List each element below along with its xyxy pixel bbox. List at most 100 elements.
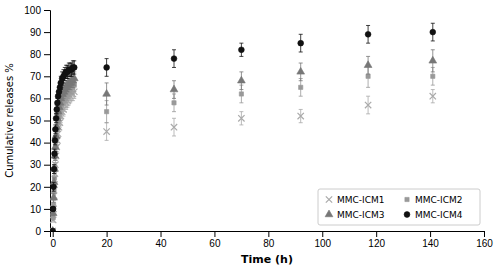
point <box>53 115 59 121</box>
tick-label: 50 <box>30 115 42 126</box>
point <box>103 128 109 134</box>
tick-mark <box>44 231 50 232</box>
x-axis: 020406080100120140160 <box>50 231 493 249</box>
error-bar <box>55 98 59 107</box>
tick: 40 <box>155 231 167 249</box>
tick: 80 <box>263 231 275 249</box>
tick-mark <box>44 10 50 11</box>
point <box>299 85 303 89</box>
point <box>103 90 111 97</box>
tick-label: 100 <box>314 238 331 249</box>
point <box>239 92 243 96</box>
tick-mark <box>53 231 54 237</box>
chart: 0204060801001201401600102030405060708090… <box>0 0 500 269</box>
legend-marker <box>326 196 332 202</box>
legend-item: MMC-ICM1 <box>326 195 385 205</box>
point <box>238 115 244 121</box>
point <box>52 151 58 157</box>
tick: 120 <box>368 231 385 249</box>
series <box>50 50 437 231</box>
point <box>298 113 304 119</box>
error-bar <box>172 50 176 68</box>
point <box>51 151 59 158</box>
tick: 10 <box>30 204 50 215</box>
tick: 20 <box>102 231 114 249</box>
tick-mark <box>376 231 377 237</box>
point <box>54 107 60 113</box>
tick-mark <box>161 231 162 237</box>
error-bar <box>52 182 56 191</box>
point <box>429 56 437 63</box>
legend-marker <box>405 197 409 201</box>
tick: 80 <box>30 49 50 60</box>
error-bar <box>53 125 57 134</box>
point <box>172 101 176 105</box>
tick: 140 <box>422 231 439 249</box>
legend-marker <box>325 210 333 217</box>
tick-label: 60 <box>30 93 42 104</box>
tick-mark <box>44 98 50 99</box>
error-bar <box>366 25 370 43</box>
tick: 0 <box>50 231 56 249</box>
error-bar <box>299 79 303 97</box>
tick-label: 10 <box>30 204 42 215</box>
legend-label: MMC-ICM4 <box>415 210 463 220</box>
tick-label: 40 <box>30 137 42 148</box>
tick-label: 80 <box>30 49 42 60</box>
point <box>431 74 435 78</box>
x-axis-title: Time (h) <box>241 253 293 266</box>
legend-item: MMC-ICM4 <box>404 210 463 220</box>
tick-mark <box>44 32 50 33</box>
tick-mark <box>268 231 269 237</box>
error-bar <box>299 34 303 52</box>
tick-label: 20 <box>30 182 42 193</box>
point <box>50 178 58 185</box>
y-axis-title: Cumulative releases % <box>4 63 15 178</box>
point <box>50 206 56 212</box>
axis-line <box>51 232 485 238</box>
tick: 70 <box>30 71 50 82</box>
point <box>71 65 77 71</box>
tick-label: 90 <box>30 27 42 38</box>
point <box>366 74 370 78</box>
series <box>50 23 436 231</box>
point <box>52 143 60 150</box>
legend-box <box>318 189 480 225</box>
point <box>51 165 59 172</box>
tick-label: 0 <box>35 226 41 237</box>
error-bar <box>105 59 109 77</box>
point <box>55 100 61 106</box>
tick-label: 70 <box>30 71 42 82</box>
point <box>104 110 108 114</box>
tick-mark <box>430 231 431 237</box>
point <box>50 228 56 231</box>
point <box>298 40 304 46</box>
series <box>50 85 436 231</box>
legend-marker <box>404 212 410 218</box>
point <box>364 61 372 68</box>
point <box>238 76 246 83</box>
point <box>50 193 57 200</box>
tick-mark <box>44 165 50 166</box>
point <box>239 47 245 53</box>
point <box>430 29 436 35</box>
tick-mark <box>44 209 50 210</box>
tick: 90 <box>30 27 50 38</box>
error-bar <box>52 165 56 174</box>
error-bar <box>54 114 58 123</box>
tick: 20 <box>30 182 50 193</box>
error-bar <box>53 149 57 158</box>
tick: 0 <box>35 226 50 237</box>
legend-label: MMC-ICM2 <box>415 195 463 205</box>
tick-label: 0 <box>50 238 56 249</box>
plot: 0204060801001201401600102030405060708090… <box>24 5 493 249</box>
point <box>430 93 436 99</box>
error-bar <box>55 105 59 114</box>
legend: MMC-ICM1MMC-ICM2MMC-ICM3MMC-ICM4 <box>318 189 480 225</box>
tick: 100 <box>314 231 331 249</box>
tick: 60 <box>30 93 50 104</box>
point <box>50 228 56 231</box>
tick: 160 <box>476 231 493 249</box>
tick-label: 40 <box>155 238 167 249</box>
point <box>51 216 55 220</box>
